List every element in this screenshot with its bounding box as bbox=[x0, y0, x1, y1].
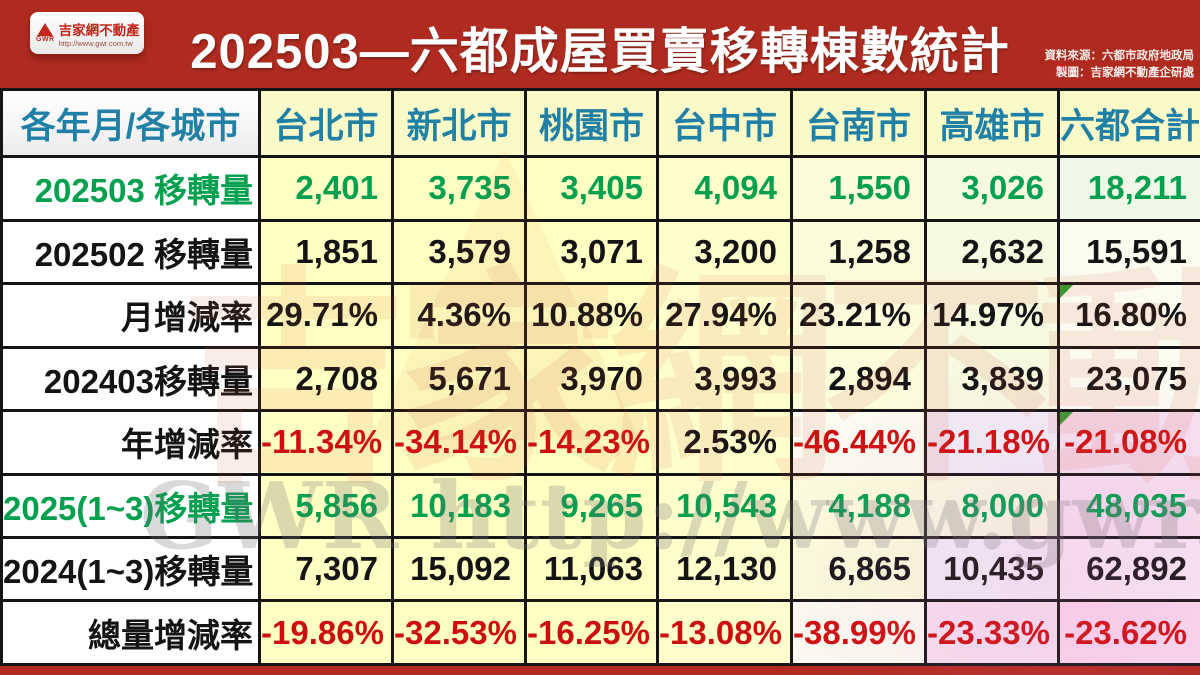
table-cell: 3,200 bbox=[656, 218, 793, 286]
cell-value: -21.08% bbox=[1064, 423, 1187, 461]
table-cell: 3,026 bbox=[924, 155, 1060, 222]
table-cell: -21.18% bbox=[924, 409, 1060, 476]
row-label: 月增減率 bbox=[0, 282, 261, 349]
table-cell: 3,405 bbox=[524, 155, 659, 222]
gwr-logo-icon: GWR bbox=[36, 23, 55, 43]
table-row: 總量增減率 -19.86% -32.53% -16.25% -13.08% -3… bbox=[0, 599, 1200, 666]
table-cell: 11,063 bbox=[524, 536, 659, 603]
table-cell: -38.99% bbox=[790, 599, 927, 666]
table-cell: 10,543 bbox=[656, 472, 793, 540]
table-cell: 4,094 bbox=[656, 155, 793, 222]
table-cell: -32.53% bbox=[391, 599, 527, 666]
table-row: 202403移轉量 2,708 5,671 3,970 3,993 2,894 … bbox=[0, 345, 1200, 413]
table-cell: 3,970 bbox=[524, 345, 659, 413]
table-cell: 15,092 bbox=[391, 536, 527, 603]
page-title: 202503—六都成屋買賣移轉棟數統計 bbox=[190, 25, 1010, 79]
logo-brand: 吉家網不動產 bbox=[58, 22, 140, 38]
row-label: 202403移轉量 bbox=[0, 345, 261, 413]
table-cell: 29.71% bbox=[258, 282, 394, 349]
table-row: 年增減率 -11.34% -34.14% -14.23% 2.53% -46.4… bbox=[0, 409, 1200, 476]
table-cell: 7,307 bbox=[258, 536, 394, 603]
table-cell: -21.08% bbox=[1057, 409, 1200, 476]
table-cell: 9,265 bbox=[524, 472, 659, 540]
statistics-table: 各年月/各城市 台北市 新北市 桃園市 台中市 台南市 高雄市 六都合計 202… bbox=[0, 87, 1200, 666]
row-label: 202502 移轉量 bbox=[0, 218, 261, 286]
table-row: 2024(1~3)移轉量 7,307 15,092 11,063 12,130 … bbox=[0, 536, 1200, 603]
table-cell: 3,579 bbox=[391, 218, 527, 286]
column-header-taoyuan: 桃園市 bbox=[524, 87, 659, 159]
table-cell: 23.21% bbox=[790, 282, 927, 349]
row-label: 2024(1~3)移轉量 bbox=[0, 536, 261, 603]
table-cell: 3,071 bbox=[524, 218, 659, 286]
table-cell: -16.25% bbox=[524, 599, 659, 666]
table-cell: 2.53% bbox=[656, 409, 793, 476]
source-line-2: 製圖：吉家網不動產企研處 bbox=[1056, 66, 1194, 79]
logo-texts: 吉家網不動產 http://www.gwr.com.tw bbox=[59, 19, 140, 48]
table-cell: 10,183 bbox=[391, 472, 527, 540]
table-row: 202503 移轉量 2,401 3,735 3,405 4,094 1,550… bbox=[0, 155, 1200, 222]
table-cell: 15,591 bbox=[1057, 218, 1200, 286]
table-cell: -13.08% bbox=[656, 599, 793, 666]
logo-url: http://www.gwr.com.tw bbox=[58, 38, 133, 48]
table-cell: 3,735 bbox=[391, 155, 527, 222]
table-header-row: 各年月/各城市 台北市 新北市 桃園市 台中市 台南市 高雄市 六都合計 bbox=[0, 87, 1200, 159]
table-cell: 3,839 bbox=[924, 345, 1060, 413]
gwr-logo: GWR 吉家網不動產 http://www.gwr.com.tw bbox=[30, 12, 144, 54]
table-cell: 27.94% bbox=[656, 282, 793, 349]
table-cell: 3,993 bbox=[656, 345, 793, 413]
column-header-taipei: 台北市 bbox=[258, 87, 394, 159]
logo-abbr: GWR bbox=[36, 36, 55, 43]
table-cell: 5,856 bbox=[258, 472, 394, 540]
corner-flag-icon bbox=[1061, 286, 1073, 299]
table-cell: 1,258 bbox=[790, 218, 927, 286]
title-banner: GWR 吉家網不動產 http://www.gwr.com.tw 202503—… bbox=[0, 0, 1200, 88]
column-header-total: 六都合計 bbox=[1057, 87, 1200, 159]
table-row: 2025(1~3)移轉量 5,856 10,183 9,265 10,543 4… bbox=[0, 472, 1200, 540]
source-line-1: 資料來源：六都市政府地政局 bbox=[1044, 50, 1195, 62]
table-cell: 8,000 bbox=[924, 472, 1060, 540]
row-label: 202503 移轉量 bbox=[0, 155, 261, 222]
source-note: 資料來源：六都市政府地政局 製圖：吉家網不動產企研處 bbox=[1045, 48, 1195, 81]
table-cell: 1,550 bbox=[790, 155, 927, 222]
row-label: 年增減率 bbox=[0, 409, 261, 476]
column-header-taichung: 台中市 bbox=[656, 87, 793, 159]
table-cell: 2,632 bbox=[924, 218, 1060, 286]
table-cell: 23,075 bbox=[1057, 345, 1200, 413]
table-cell: 4,188 bbox=[790, 472, 927, 540]
table-cell: 12,130 bbox=[656, 536, 793, 603]
table-cell: -19.86% bbox=[258, 599, 394, 666]
row-label: 總量增減率 bbox=[0, 599, 261, 666]
cell-value: 16.80% bbox=[1075, 296, 1187, 334]
table-cell: 10.88% bbox=[524, 282, 659, 349]
table-cell: 62,892 bbox=[1057, 536, 1200, 603]
table-cell: 1,851 bbox=[258, 218, 394, 286]
table-cell: -23.33% bbox=[924, 599, 1060, 666]
table-cell: 2,401 bbox=[258, 155, 394, 222]
table-cell: -46.44% bbox=[790, 409, 927, 476]
table-cell: -11.34% bbox=[258, 409, 394, 476]
table-cell: 48,035 bbox=[1057, 472, 1200, 540]
table-cell: 4.36% bbox=[391, 282, 527, 349]
table-cell: 14.97% bbox=[924, 282, 1060, 349]
column-header-tainan: 台南市 bbox=[790, 87, 927, 159]
table-cell: -23.62% bbox=[1057, 599, 1200, 666]
table-cell: -34.14% bbox=[391, 409, 527, 476]
corner-flag-icon bbox=[1061, 413, 1073, 426]
table-cell: 2,894 bbox=[790, 345, 927, 413]
table-cell: 5,671 bbox=[391, 345, 527, 413]
table-cell: 18,211 bbox=[1057, 155, 1200, 222]
row-label: 2025(1~3)移轉量 bbox=[0, 472, 261, 540]
table-cell: -14.23% bbox=[524, 409, 659, 476]
column-header-period: 各年月/各城市 bbox=[0, 87, 261, 159]
pyramid-icon bbox=[37, 23, 54, 36]
table-cell: 16.80% bbox=[1057, 282, 1200, 349]
table-row: 月增減率 29.71% 4.36% 10.88% 27.94% 23.21% 1… bbox=[0, 282, 1200, 349]
table-row: 202502 移轉量 1,851 3,579 3,071 3,200 1,258… bbox=[0, 218, 1200, 286]
table-cell: 6,865 bbox=[790, 536, 927, 603]
column-header-kaohsiung: 高雄市 bbox=[924, 87, 1060, 159]
table-cell: 10,435 bbox=[924, 536, 1060, 603]
column-header-newtaipei: 新北市 bbox=[391, 87, 527, 159]
table-cell: 2,708 bbox=[258, 345, 394, 413]
